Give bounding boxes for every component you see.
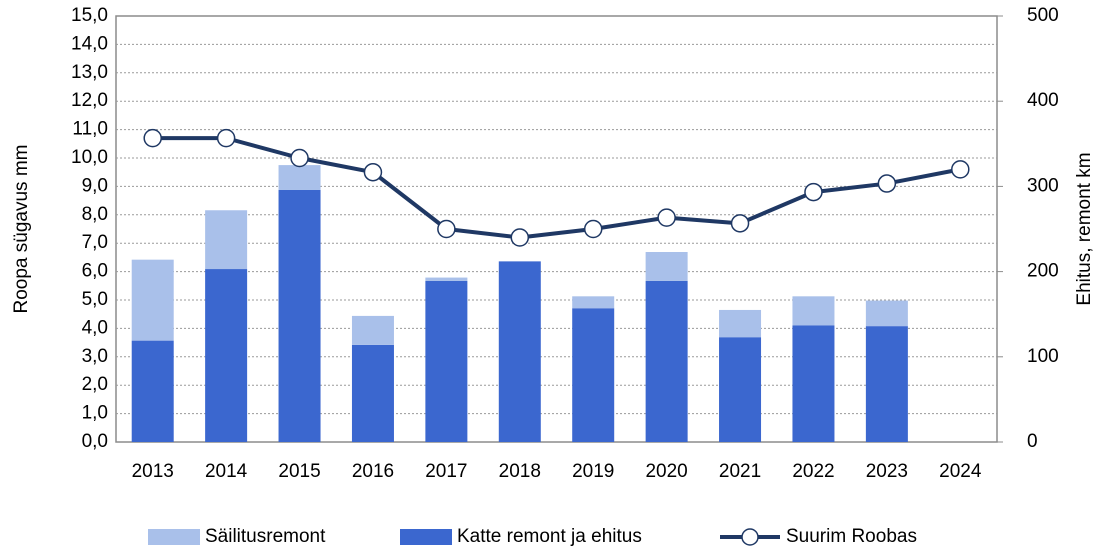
line xyxy=(152,136,961,240)
bar xyxy=(278,165,321,190)
y-tick-label: 13,0 xyxy=(71,62,108,83)
bar xyxy=(865,326,908,442)
bar xyxy=(645,252,688,281)
bar xyxy=(719,309,762,338)
bar xyxy=(131,340,174,442)
legend-marker xyxy=(741,528,759,546)
bar xyxy=(572,296,615,309)
x-tick-label: 2013 xyxy=(132,461,174,482)
y-tick-label: 1,0 xyxy=(82,403,108,424)
bar xyxy=(792,296,835,326)
plot-area xyxy=(115,15,998,443)
legend-swatch xyxy=(400,529,452,545)
x-tick-label: 2017 xyxy=(425,461,467,482)
legend-label: Suurim Roobas xyxy=(786,526,917,547)
y-tick-label: 10,0 xyxy=(71,147,108,168)
y2-axis-label: Ehitus, remont km xyxy=(1074,152,1095,305)
y-tick-label: 7,0 xyxy=(82,232,108,253)
y2-tick-label: 200 xyxy=(1027,261,1059,282)
bar xyxy=(572,308,615,442)
line-marker xyxy=(877,174,897,193)
legend-label: Säilitusremont xyxy=(205,526,326,547)
line-marker xyxy=(657,208,676,227)
line-marker xyxy=(290,148,309,168)
bar xyxy=(351,315,394,345)
bar xyxy=(425,277,468,281)
y2-tick-label: 100 xyxy=(1027,346,1059,367)
y-tick-label: 2,0 xyxy=(82,374,108,395)
line-marker xyxy=(216,128,236,148)
y-tick-label: 12,0 xyxy=(71,90,108,111)
line-marker xyxy=(510,228,530,247)
bar xyxy=(205,269,248,442)
legend-label: Katte remont ja ehitus xyxy=(457,526,642,547)
bar xyxy=(865,300,908,327)
bar xyxy=(719,337,762,442)
line-marker xyxy=(363,162,383,182)
y2-tick-label: 0 xyxy=(1027,431,1038,452)
x-tick-label: 2024 xyxy=(939,461,982,482)
y-tick-label: 6,0 xyxy=(82,261,108,282)
y2-tick-label: 400 xyxy=(1027,90,1059,111)
y-tick-label: 5,0 xyxy=(82,289,108,310)
bar xyxy=(425,280,468,442)
bar xyxy=(205,210,248,270)
x-tick-label: 2019 xyxy=(572,461,614,482)
line-marker xyxy=(437,219,456,239)
x-tick-label: 2020 xyxy=(645,461,687,482)
line-marker xyxy=(143,128,162,148)
bar xyxy=(498,261,541,442)
x-tick-label: 2023 xyxy=(866,461,908,482)
y-tick-label: 0,0 xyxy=(82,431,108,452)
y-tick-label: 3,0 xyxy=(82,346,108,367)
y-tick-label: 15,0 xyxy=(71,5,108,26)
y-tick-label: 8,0 xyxy=(82,204,108,225)
line-marker xyxy=(951,160,970,179)
line-marker xyxy=(583,219,603,239)
x-tick-label: 2014 xyxy=(205,461,248,482)
bar xyxy=(131,259,174,341)
grid xyxy=(116,43,997,415)
x-tick-label: 2021 xyxy=(719,461,761,482)
bar xyxy=(351,344,394,442)
y-tick-label: 14,0 xyxy=(71,33,108,54)
x-tick-label: 2018 xyxy=(499,461,541,482)
y-tick-label: 11,0 xyxy=(72,119,108,140)
legend-swatch xyxy=(148,529,200,545)
x-tick-label: 2022 xyxy=(792,461,834,482)
line-marker xyxy=(804,182,823,202)
line-marker xyxy=(730,214,750,233)
y2-tick-label: 300 xyxy=(1027,175,1059,196)
bar xyxy=(278,189,321,442)
y-tick-label: 9,0 xyxy=(82,175,108,196)
y2-tick-label: 500 xyxy=(1027,5,1059,26)
x-tick-label: 2016 xyxy=(352,461,394,482)
x-tick-label: 2015 xyxy=(278,461,320,482)
y-tick-label: 4,0 xyxy=(82,317,108,338)
bar xyxy=(645,280,688,442)
bar xyxy=(792,325,835,442)
y-axis-label: Roopa sügavus mm xyxy=(11,145,32,314)
